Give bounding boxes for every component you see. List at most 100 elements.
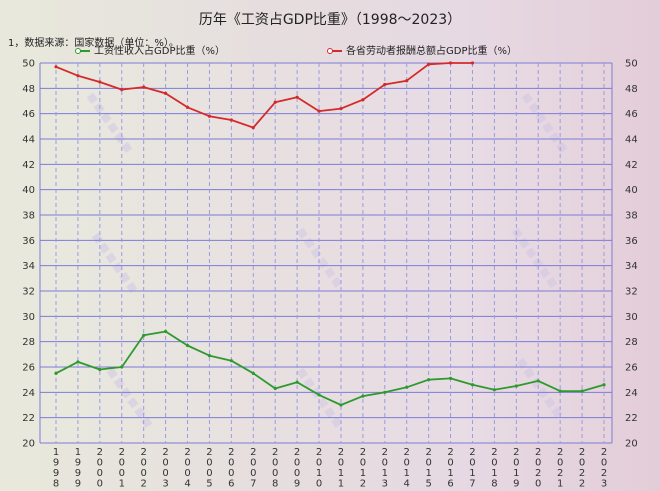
- watermark-glyph: [105, 252, 117, 264]
- watermark-glyph: [93, 102, 105, 114]
- watermark-glyph: [542, 122, 554, 134]
- watermark-glyph: [546, 276, 558, 288]
- gridlines: [39, 62, 613, 444]
- series-point-1: [427, 378, 431, 382]
- watermark-glyph: [106, 367, 118, 379]
- y-tick-label-right: 42: [625, 160, 638, 171]
- y-tick-label-right: 30: [625, 312, 638, 323]
- watermark-glyph: [549, 132, 561, 144]
- series-point-1: [602, 383, 606, 387]
- series-point-2: [339, 107, 343, 111]
- series-point-2: [76, 74, 80, 78]
- series-point-1: [405, 385, 409, 389]
- legend-label-2: 各省劳动者报酬总额占GDP比重（%）: [346, 44, 517, 57]
- watermark-glyph: [134, 407, 146, 419]
- legend-marker-1: [75, 48, 81, 54]
- y-tick-label-right: 46: [625, 109, 638, 120]
- y-tick-label-left: 22: [22, 413, 35, 424]
- watermark-glyph: [120, 387, 132, 399]
- watermark-glyph: [296, 227, 308, 239]
- series-lines: [54, 61, 606, 407]
- y-tick-label-left: 48: [22, 84, 35, 95]
- y-tick-label-left: 20: [22, 439, 35, 450]
- y-tick-label-right: 24: [625, 388, 638, 399]
- legend-marker-2: [327, 48, 333, 54]
- y-tick-label-left: 26: [22, 363, 35, 374]
- plot-background: [40, 63, 612, 443]
- series-point-1: [295, 380, 299, 384]
- y-tick-label-right: 36: [625, 236, 638, 247]
- watermark-glyph: [114, 132, 126, 144]
- y-tick-label-left: 40: [22, 185, 35, 196]
- series-point-2: [295, 95, 299, 99]
- series-point-1: [76, 360, 80, 364]
- data-source-note: 1，数据来源：国家数据（单位：%）。: [8, 38, 179, 49]
- series-point-2: [98, 80, 102, 84]
- series-point-1: [229, 359, 233, 363]
- y-tick-label-left: 42: [22, 160, 35, 171]
- series-point-1: [339, 403, 343, 407]
- chart-title: 历年《工资占GDP比重》（1998～2023）: [198, 12, 462, 28]
- series-point-2: [120, 88, 124, 92]
- y-tick-label-left: 50: [22, 59, 35, 70]
- watermark-glyph: [121, 141, 133, 153]
- series-point-2: [185, 105, 190, 109]
- watermark-mark: [106, 367, 153, 428]
- watermark-mark: [91, 232, 138, 293]
- series-point-1: [185, 343, 190, 348]
- series-point-1: [383, 390, 387, 394]
- watermark-glyph: [98, 242, 110, 254]
- series-point-2: [54, 65, 58, 69]
- watermark-glyph: [521, 92, 533, 104]
- watermark-glyph: [303, 377, 315, 389]
- y-tick-label-left: 32: [22, 287, 35, 298]
- series-point-1: [251, 371, 255, 375]
- watermark-glyph: [127, 397, 139, 409]
- series-point-2: [229, 118, 233, 122]
- watermark-glyph: [141, 416, 153, 428]
- series-point-2: [317, 109, 321, 113]
- y-tick-label-right: 28: [625, 337, 638, 348]
- y-tick-label-left: 38: [22, 211, 35, 222]
- series-point-2: [405, 79, 409, 83]
- y-axis-left: 20 22 24 26 28 30 32 34 36 38 40 42 44 46 48 50: [22, 59, 35, 450]
- y-tick-label-right: 34: [625, 261, 638, 272]
- watermark-glyph: [100, 112, 112, 124]
- y-tick-label-left: 34: [22, 261, 35, 272]
- watermark-glyph: [107, 122, 119, 134]
- series-point-1: [273, 386, 277, 391]
- series-point-1: [536, 379, 540, 383]
- watermark-glyph: [528, 102, 540, 114]
- legend: 工资性收入占GDP比重（%） 各省劳动者报酬总额占GDP比重（%）: [75, 44, 517, 57]
- watermark-glyph: [525, 247, 537, 259]
- x-axis: 1 9 9 8 1 9 9 9 2 0 0 0 2 0 0 1 2 0 0 2 2 0 0 3 2 0 0 4 2 0 0 5 2 0 0 6 2 0 0 7…: [53, 447, 607, 490]
- series-point-2: [470, 61, 475, 65]
- series-point-2: [383, 82, 387, 87]
- watermark-glyph: [511, 227, 523, 239]
- series-point-2: [164, 91, 168, 95]
- series-point-1: [492, 388, 496, 392]
- watermark-glyph: [296, 367, 308, 379]
- watermark-glyph: [126, 281, 138, 293]
- watermark-glyph: [331, 416, 343, 428]
- y-tick-label-left: 24: [22, 388, 35, 399]
